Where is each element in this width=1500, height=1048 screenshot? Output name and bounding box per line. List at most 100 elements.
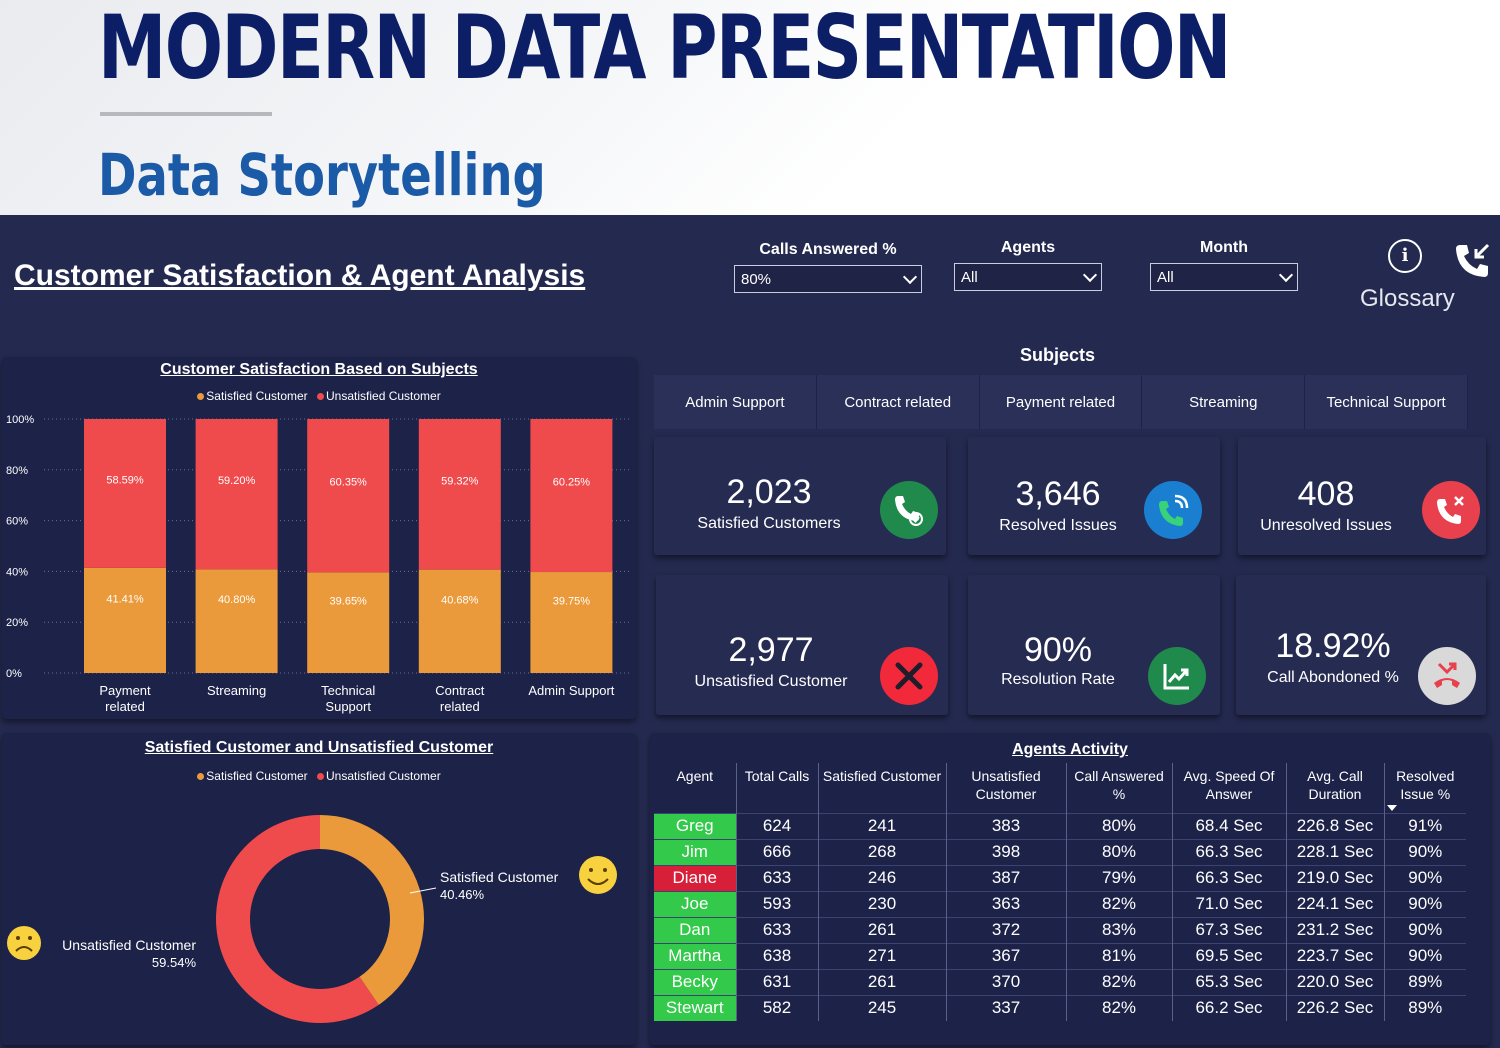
column-header[interactable]: Unsatisfied Customer — [946, 763, 1067, 813]
subject-tab[interactable]: Payment related — [979, 375, 1143, 429]
table-cell: 370 — [946, 968, 1067, 995]
kpi-label: Unresolved Issues — [1260, 517, 1392, 534]
filter-label: Agents — [1000, 239, 1056, 256]
y-tick-label: 0% — [6, 668, 22, 680]
info-icon[interactable]: i — [1388, 239, 1422, 273]
kpi-resolution-rate: 90% Resolution Rate — [968, 575, 1220, 715]
table-cell: 638 — [736, 942, 819, 969]
legend-dot-unsatisfied — [317, 773, 324, 780]
bar-unsatisfied[interactable] — [418, 419, 501, 570]
table-cell: 226.8 Sec — [1286, 812, 1385, 839]
bar-data-label: 59.20% — [218, 475, 256, 487]
column-header[interactable]: Avg. Call Duration — [1286, 763, 1385, 813]
kpi-label: Resolution Rate — [1001, 671, 1115, 688]
bar-data-label: 39.65% — [330, 596, 368, 608]
bar-satisfied[interactable] — [307, 572, 390, 673]
legend-label-satisfied: Satisfied Customer — [206, 769, 308, 783]
table-cell: 246 — [818, 864, 947, 891]
table-cell: 230 — [818, 890, 947, 917]
donut-slice-satisfied[interactable] — [320, 815, 425, 1005]
glossary-link[interactable]: Glossary — [1360, 285, 1455, 312]
bar-unsatisfied[interactable] — [84, 419, 166, 568]
bar-unsatisfied[interactable] — [307, 419, 390, 573]
filter-month: Month All — [1150, 239, 1298, 291]
phone-signal-icon — [1144, 481, 1202, 539]
table-header-row: Agent Total Calls Satisfied Customer Uns… — [654, 763, 1466, 813]
table-title: Agents Activity — [1012, 741, 1128, 758]
bar-satisfied[interactable] — [530, 572, 613, 673]
bar-unsatisfied[interactable] — [195, 419, 278, 570]
legend-label-unsatisfied: Unsatisfied Customer — [326, 769, 441, 783]
incoming-call-icon[interactable] — [1452, 241, 1492, 291]
bar-chart-title: Customer Satisfaction Based on Subjects — [160, 361, 478, 378]
column-header[interactable]: Call Answered % — [1066, 763, 1173, 813]
column-header[interactable]: Total Calls — [736, 763, 819, 813]
table-cell: 90% — [1384, 942, 1466, 969]
table-cell: 80% — [1066, 838, 1173, 865]
bar-satisfied[interactable] — [418, 569, 501, 673]
agent-name-cell: Jim — [654, 838, 737, 865]
agent-name-cell: Becky — [654, 968, 737, 995]
table-row[interactable]: Martha 638 271 367 81% 69.5 Sec 223.7 Sec 90% — [654, 942, 1466, 969]
table-cell: 71.0 Sec — [1172, 890, 1287, 917]
table-row[interactable]: Stewart 582 245 337 82% 66.2 Sec 226.2 Sec 89% — [654, 994, 1466, 1021]
legend-dot-unsatisfied — [317, 393, 324, 400]
title-divider — [100, 112, 272, 116]
x-tick-label: Payment — [99, 683, 151, 698]
chevron-down-icon — [902, 269, 918, 284]
subject-tab[interactable]: Admin Support — [654, 375, 817, 429]
table-row[interactable]: Diane 633 246 387 79% 66.3 Sec 219.0 Sec 90% — [654, 864, 1466, 891]
column-header[interactable]: Satisfied Customer — [818, 763, 947, 813]
phone-x-icon — [1422, 481, 1480, 539]
table-cell: 666 — [736, 838, 819, 865]
bar-data-label: 58.59% — [106, 474, 144, 486]
kpi-satisfied-customers: 2,023 Satisfied Customers — [654, 437, 946, 555]
table-cell: 271 — [818, 942, 947, 969]
column-header[interactable]: Avg. Speed Of Answer — [1172, 763, 1287, 813]
bar-data-label: 59.32% — [441, 475, 479, 487]
table-row[interactable]: Becky 631 261 370 82% 65.3 Sec 220.0 Sec 89% — [654, 968, 1466, 995]
table-cell: 90% — [1384, 890, 1466, 917]
subject-tab[interactable]: Technical Support — [1305, 375, 1468, 429]
table-row[interactable]: Dan 633 261 372 83% 67.3 Sec 231.2 Sec 90% — [654, 916, 1466, 943]
y-tick-label: 60% — [6, 516, 28, 528]
table-row[interactable]: Joe 593 230 363 82% 71.0 Sec 224.1 Sec 90% — [654, 890, 1466, 917]
y-tick-label: 100% — [6, 414, 34, 426]
table-cell: 241 — [818, 812, 947, 839]
table-cell: 631 — [736, 968, 819, 995]
donut-slice-name: Unsatisfied Customer — [62, 937, 196, 953]
bar-data-label: 60.25% — [553, 477, 591, 489]
filter-label: Month — [1200, 239, 1248, 256]
agents-dropdown[interactable]: All — [954, 263, 1102, 291]
sort-desc-icon — [1386, 804, 1397, 811]
table-cell: 90% — [1384, 864, 1466, 891]
table-cell: 633 — [736, 916, 819, 943]
calls-answered-dropdown[interactable]: 80% — [734, 265, 922, 293]
table-row[interactable]: Greg 624 241 383 80% 68.4 Sec 226.8 Sec 91% — [654, 812, 1466, 839]
bar-data-label: 40.80% — [218, 594, 256, 606]
subject-tab[interactable]: Contract related — [816, 375, 980, 429]
month-dropdown[interactable]: All — [1150, 263, 1298, 291]
legend-dot-satisfied — [197, 773, 205, 780]
subjects-slicer: Admin Support Contract related Payment r… — [654, 375, 1468, 429]
table-cell: 89% — [1384, 968, 1466, 995]
column-header[interactable]: Agent — [654, 763, 737, 813]
table-cell: 383 — [946, 812, 1067, 839]
stacked-bar-chart: 100%80%60%40%20%0%41.41%58.59%Paymentrel… — [6, 414, 632, 714]
bar-unsatisfied[interactable] — [530, 419, 613, 573]
subject-tab[interactable]: Streaming — [1142, 375, 1306, 429]
bar-satisfied[interactable] — [195, 569, 278, 673]
leader-line — [409, 887, 437, 894]
table-cell: 624 — [736, 812, 819, 839]
kpi-label: Unsatisfied Customer — [694, 673, 848, 690]
bar-satisfied[interactable] — [84, 567, 166, 673]
table-cell: 89% — [1384, 994, 1466, 1021]
y-tick-label: 40% — [6, 566, 28, 578]
resolved-issue-header[interactable]: Resolved Issue % — [1384, 763, 1466, 813]
table-row[interactable]: Jim 666 268 398 80% 66.3 Sec 228.1 Sec 90% — [654, 838, 1466, 865]
dashboard: Customer Satisfaction & Agent Analysis C… — [0, 215, 1500, 1048]
table-cell: 83% — [1066, 916, 1173, 943]
y-tick-label: 20% — [6, 617, 28, 629]
donut-slice-unsatisfied[interactable] — [216, 815, 379, 1023]
table-cell: 66.3 Sec — [1172, 838, 1287, 865]
